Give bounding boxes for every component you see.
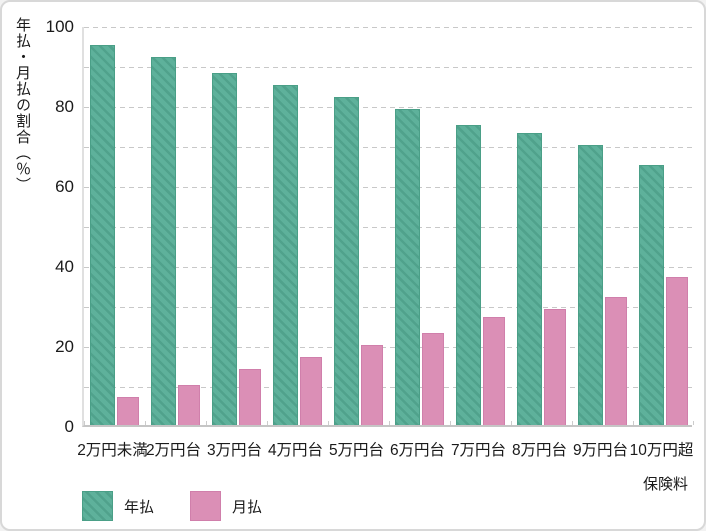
x-axis-tick xyxy=(633,421,634,425)
x-axis-tick xyxy=(145,421,146,425)
gridline xyxy=(84,347,692,348)
x-category-label: 4万円台 xyxy=(267,442,324,459)
bar-annual xyxy=(456,125,481,425)
y-axis-title: 年払・月払の割合（％） xyxy=(14,17,31,193)
gridline xyxy=(84,187,692,188)
x-category-label: 5万円台 xyxy=(328,442,385,459)
y-tick-label: 60 xyxy=(55,177,74,196)
legend-swatch-monthly xyxy=(190,491,222,521)
bar-monthly xyxy=(361,345,383,425)
y-tick-label: 100 xyxy=(45,17,74,36)
x-category-label: 8万円台 xyxy=(511,442,568,459)
bar-monthly xyxy=(117,397,139,425)
x-axis-tick xyxy=(267,421,268,425)
legend-swatch-annual xyxy=(82,491,113,521)
y-tick-label: 40 xyxy=(55,257,74,276)
bar-annual xyxy=(639,165,664,425)
x-category-label: 6万円台 xyxy=(389,442,446,459)
x-axis-tick xyxy=(572,421,573,425)
x-category-label: 10万円超 xyxy=(629,442,694,459)
legend-item-monthly: 月払 xyxy=(190,491,262,521)
x-category-label: 9万円台 xyxy=(572,442,629,459)
x-axis-tick xyxy=(84,421,85,425)
bar-annual xyxy=(212,73,237,425)
bar-annual xyxy=(578,145,603,425)
bar-monthly xyxy=(483,317,505,425)
bar-annual xyxy=(334,97,359,425)
bar-annual xyxy=(517,133,542,425)
bar-annual xyxy=(151,57,176,425)
bar-monthly xyxy=(544,309,566,425)
plot-area xyxy=(82,27,694,427)
x-category-label: 2万円台 xyxy=(145,442,202,459)
bar-annual xyxy=(395,109,420,425)
x-axis-tick xyxy=(206,421,207,425)
bar-monthly xyxy=(605,297,627,425)
legend-label-annual: 年払 xyxy=(124,498,155,516)
gridline xyxy=(84,307,692,308)
x-axis-tick xyxy=(450,421,451,425)
bar-monthly xyxy=(239,369,261,425)
bar-monthly xyxy=(178,385,200,425)
y-tick-label: 80 xyxy=(55,97,74,116)
x-category-label: 7万円台 xyxy=(450,442,507,459)
y-tick-label: 0 xyxy=(64,417,74,436)
x-category-label: 2万円未満 xyxy=(77,442,148,459)
x-axis-tick xyxy=(511,421,512,425)
bar-monthly xyxy=(300,357,322,425)
bar-monthly xyxy=(422,333,444,425)
gridline xyxy=(84,107,692,108)
gridline xyxy=(84,387,692,388)
y-tick-label: 20 xyxy=(55,337,74,356)
legend-item-annual: 年払 xyxy=(82,491,154,521)
gridline xyxy=(84,67,692,68)
bar-monthly xyxy=(666,277,688,425)
gridline xyxy=(84,147,692,148)
bar-annual xyxy=(90,45,115,425)
legend-label-monthly: 月払 xyxy=(232,498,263,516)
gridline xyxy=(84,267,692,268)
legend: 年払 月払 xyxy=(82,491,298,521)
bar-annual xyxy=(273,85,298,425)
x-axis-tick xyxy=(693,421,694,425)
gridline xyxy=(84,227,692,228)
x-axis-title: 保険料 xyxy=(642,476,688,493)
x-category-label: 3万円台 xyxy=(206,442,263,459)
x-axis-tick xyxy=(328,421,329,425)
gridline xyxy=(84,27,692,28)
x-axis-tick xyxy=(389,421,390,425)
